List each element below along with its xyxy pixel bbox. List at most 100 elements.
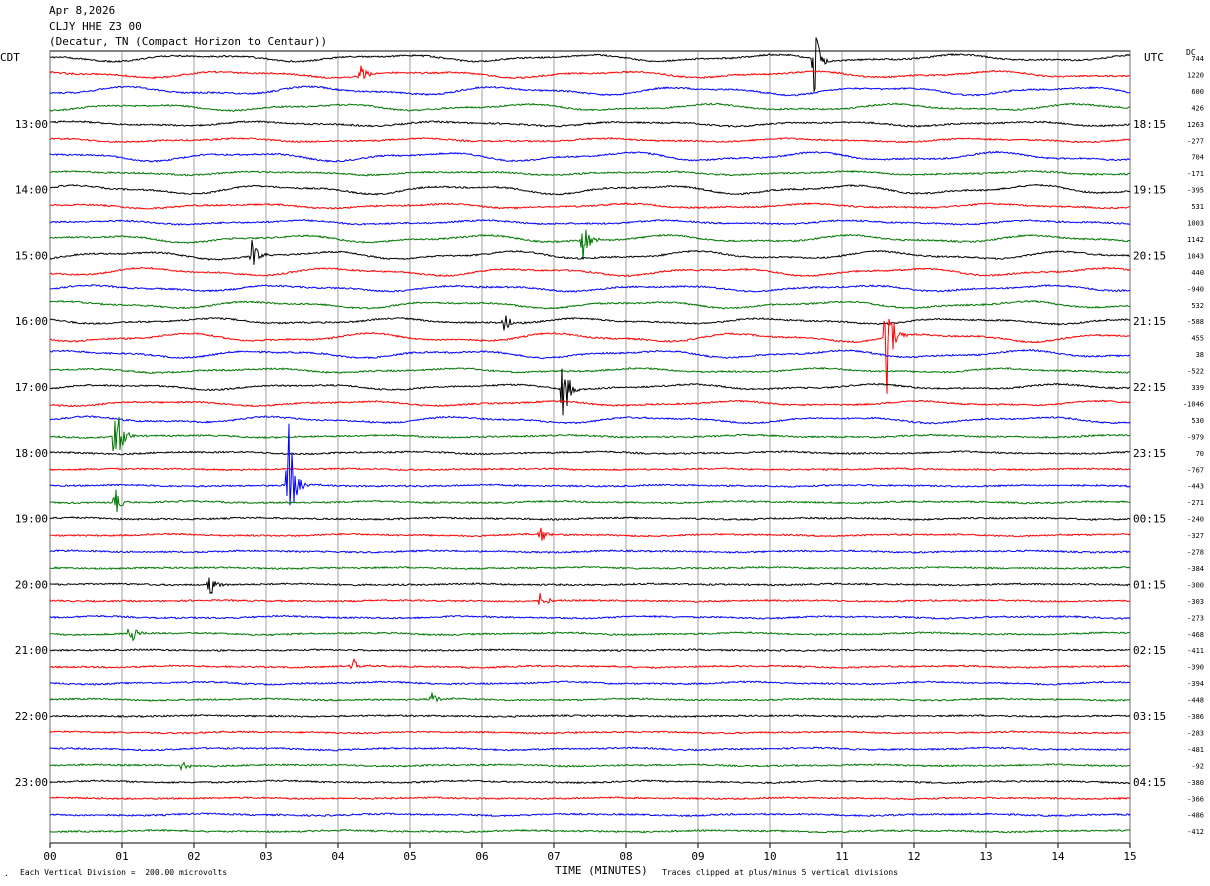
dc-offset-label: 531: [1191, 203, 1204, 211]
x-tick-label: 04: [331, 850, 345, 863]
trace-line: [49, 828, 1131, 834]
right-hour-label: 04:15: [1133, 776, 1166, 789]
trace-line: [49, 183, 1131, 196]
x-tick-label: 09: [691, 850, 704, 863]
right-hour-label: 20:15: [1133, 249, 1166, 262]
trace-line: [49, 628, 1131, 642]
dc-offset-label: -92: [1191, 762, 1204, 770]
dc-offset-label: 1043: [1187, 252, 1204, 260]
trace-line: [49, 315, 1131, 331]
left-hour-label: 14:00: [15, 184, 48, 197]
trace-line: [50, 713, 1131, 719]
trace-line: [49, 577, 1131, 594]
right-hour-label: 01:15: [1133, 578, 1166, 591]
axis-labels: 00 01 02 03 04 05 06 07 08 09 10 11 12 13 14 15 744 1220 6…: [15, 55, 1204, 863]
right-hour-label: 03:15: [1133, 710, 1166, 723]
dc-offset-label: -303: [1187, 598, 1204, 606]
trace-line: [49, 318, 1131, 394]
trace-line: [49, 593, 1131, 605]
corner-mark: .: [4, 869, 9, 878]
grid: [49, 50, 1131, 848]
x-tick-label: 08: [619, 850, 632, 863]
x-tick-label: 02: [187, 850, 200, 863]
trace-line: [49, 489, 1131, 513]
trace-line: [49, 219, 1131, 226]
x-tick-label: 11: [835, 850, 848, 863]
plot-frame: [49, 50, 1131, 844]
dc-offset-label: -1046: [1183, 400, 1204, 408]
trace-line: [49, 466, 1131, 472]
trace-line: [49, 366, 1131, 375]
dc-offset-label: 1220: [1187, 71, 1204, 79]
dc-offset-label: 70: [1196, 450, 1204, 458]
trace-line: [49, 417, 1131, 452]
trace-line: [49, 65, 1131, 80]
dc-offset-label: -411: [1187, 647, 1204, 655]
dc-offset-label: -588: [1187, 318, 1204, 326]
dc-offset-label: -395: [1187, 187, 1204, 195]
x-tick-label: 14: [1051, 850, 1065, 863]
left-hour-label: 19:00: [15, 513, 48, 526]
x-tick-label: 15: [1123, 850, 1136, 863]
right-hour-label: 18:15: [1133, 118, 1166, 131]
right-hour-label: 00:15: [1133, 513, 1166, 526]
dc-offset-label: -390: [1187, 664, 1204, 672]
trace-line: [49, 730, 1131, 735]
dc-offset-label: -300: [1187, 581, 1204, 589]
left-hour-label: 21:00: [15, 644, 48, 657]
dc-offset-label: -522: [1187, 368, 1204, 376]
x-tick-label: 05: [403, 850, 416, 863]
left-hour-label: 20:00: [15, 578, 48, 591]
dc-offset-label: 744: [1191, 55, 1204, 63]
x-tick-label: 10: [763, 850, 776, 863]
x-tick-label: 07: [547, 850, 560, 863]
left-hour-label: 22:00: [15, 710, 48, 723]
dc-offset-label: 440: [1191, 269, 1204, 277]
dc-offset-label: -394: [1187, 680, 1204, 688]
dc-offset-label: -327: [1187, 532, 1204, 540]
right-hour-label: 02:15: [1133, 644, 1166, 657]
trace-line: [50, 284, 1131, 293]
trace-line: [49, 37, 1131, 92]
dc-offset-label: -277: [1187, 137, 1204, 145]
trace-line: [49, 120, 1131, 128]
trace-line: [49, 102, 1130, 112]
dc-offset-label: 532: [1191, 302, 1204, 310]
trace-line: [49, 239, 1131, 265]
dc-offset-label: -171: [1187, 170, 1204, 178]
header-location: (Decatur, TN (Compact Horizon to Centaur…: [49, 35, 328, 48]
x-tick-label: 06: [475, 850, 488, 863]
left-hour-label: 17:00: [15, 381, 48, 394]
trace-line: [49, 779, 1131, 785]
trace-line: [49, 415, 1131, 425]
dc-offset-label: -481: [1187, 746, 1204, 754]
trace-group: [49, 37, 1131, 834]
right-hour-label: 19:15: [1133, 184, 1166, 197]
dc-offset-label: -767: [1187, 466, 1204, 474]
division-note: Each Vertical Division = 200.00 microvol…: [20, 868, 228, 877]
dc-offset-label: -384: [1187, 565, 1204, 573]
dc-offset-label: 600: [1191, 88, 1204, 96]
trace-line: [49, 796, 1131, 801]
trace-line: [49, 266, 1131, 278]
dc-offset-label: -283: [1187, 729, 1204, 737]
dc-offset-label: 455: [1191, 335, 1204, 343]
dc-offset-label: 1142: [1187, 236, 1204, 244]
trace-line: [49, 169, 1131, 177]
trace-line: [49, 614, 1131, 620]
x-tick-label: 01: [115, 850, 128, 863]
trace-line: [49, 761, 1130, 772]
right-hour-label: 21:15: [1133, 315, 1166, 328]
left-hour-label: 18:00: [15, 447, 48, 460]
trace-line: [49, 516, 1131, 522]
dc-offset-label: 426: [1191, 104, 1204, 112]
dc-offset-label: 38: [1196, 351, 1204, 359]
trace-line: [49, 527, 1131, 541]
trace-line: [49, 746, 1131, 752]
x-tick-label: 13: [979, 850, 992, 863]
dc-offset-label: -448: [1187, 697, 1204, 705]
right-timezone-label: UTC: [1144, 51, 1164, 64]
trace-line: [49, 657, 1131, 670]
